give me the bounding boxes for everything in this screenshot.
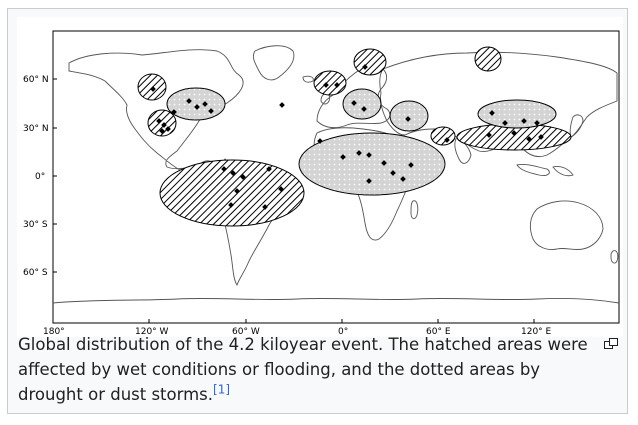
wet-region-south-america: [159, 159, 305, 227]
drought-region-europe: [342, 88, 382, 120]
drought-region-east-asia: [477, 99, 557, 129]
lat-label-60s: 60° S: [23, 268, 48, 278]
caption-text: Global distribution of the 4.2 kiloyear …: [18, 335, 588, 404]
figure-thumbnail: 60° N 30° N 0° 30° S 60° S 180° 120° W 6…: [7, 8, 628, 414]
wet-region-siberia: [474, 46, 502, 72]
lon-label-0: 0°: [338, 327, 348, 337]
wet-region-india: [430, 126, 456, 146]
axis-ticks: [53, 78, 535, 323]
lon-label-120e: 120° E: [521, 327, 552, 337]
lat-label-30n: 30° N: [23, 124, 49, 134]
lat-label-60n: 60° N: [23, 75, 49, 85]
wet-region-scandinavia: [313, 70, 347, 96]
wet-region-north-russia: [353, 48, 387, 76]
lon-label-60w: 60° W: [232, 327, 260, 337]
drought-region-middle-east: [389, 100, 429, 132]
site-markers: [150, 64, 544, 210]
lat-label-30s: 30° S: [23, 220, 48, 230]
drought-region-north-america: [166, 87, 226, 121]
lon-label-180: 180°: [43, 327, 65, 337]
wet-regions: [137, 46, 572, 227]
lon-label-60e: 60° E: [426, 327, 451, 337]
map-svg: 60° N 30° N 0° 30° S 60° S 180° 120° W 6…: [23, 30, 620, 337]
wet-region-alaska: [137, 73, 167, 101]
reference-link[interactable]: [1]: [213, 382, 231, 397]
lat-label-0: 0°: [35, 172, 45, 182]
world-map[interactable]: 60° N 30° N 0° 30° S 60° S 180° 120° W 6…: [17, 17, 623, 337]
drought-regions: [166, 87, 557, 196]
magnify-clip-icon[interactable]: [604, 335, 618, 349]
lon-label-120w: 120° W: [135, 327, 169, 337]
drought-region-africa: [298, 132, 446, 196]
figure-caption: Global distribution of the 4.2 kiloyear …: [18, 332, 608, 407]
